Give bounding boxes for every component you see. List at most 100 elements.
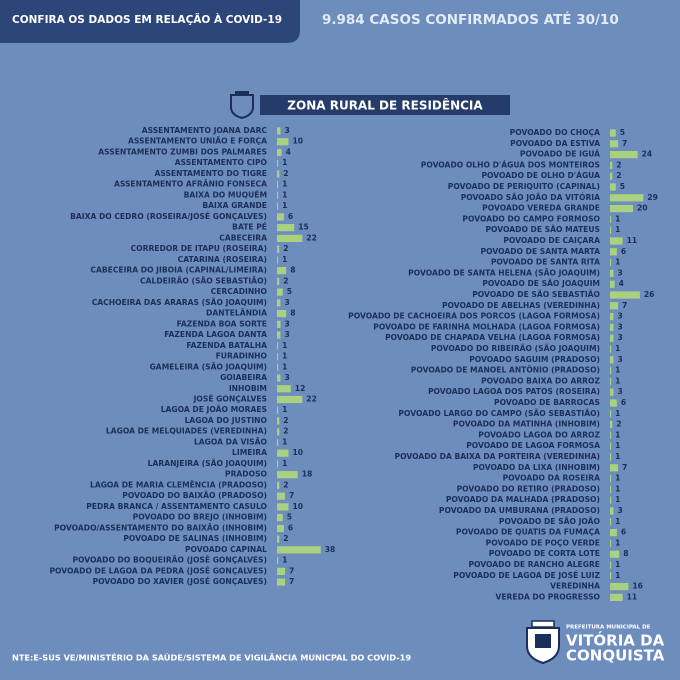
- value-label: 1: [615, 214, 620, 223]
- bar: [277, 557, 279, 565]
- category-label: POVOADO DE SANTA RITA: [491, 258, 600, 267]
- category-label: LIMEIRA: [232, 448, 267, 457]
- bar: [610, 205, 633, 213]
- value-label: 8: [623, 549, 628, 558]
- header-tab: [0, 0, 300, 43]
- value-label: 1: [282, 190, 287, 199]
- bar: [610, 302, 619, 310]
- category-label: POVOADO DE ABELHAS (VEREDINHA): [442, 301, 600, 310]
- bar: [610, 194, 644, 202]
- bar: [610, 442, 612, 450]
- value-label: 24: [642, 150, 653, 159]
- header-title: CONFIRA OS DADOS EM RELAÇÃO À COVID-19: [12, 13, 282, 26]
- bar: [277, 481, 280, 490]
- logo: [526, 620, 560, 665]
- value-label: 7: [622, 463, 627, 472]
- value-label: 2: [283, 276, 288, 285]
- bar: [610, 518, 612, 526]
- bar: [277, 181, 279, 189]
- value-label: 5: [287, 513, 292, 522]
- value-label: 10: [293, 502, 304, 511]
- value-label: 2: [283, 480, 288, 489]
- category-label: POVOADO DO CHOÇA: [510, 128, 600, 137]
- category-label: POVOADO DE CACHOEIRA DOS PORCOS (LAGOA F…: [348, 312, 600, 321]
- value-label: 3: [284, 373, 289, 382]
- bar: [277, 535, 280, 543]
- value-label: 29: [647, 193, 658, 202]
- category-label: POVOADO DO BAIXÃO (PRADOSO): [122, 491, 267, 500]
- value-label: 8: [290, 266, 295, 275]
- value-label: 2: [616, 160, 621, 169]
- value-label: 1: [282, 352, 287, 361]
- bar: [610, 259, 612, 267]
- logo-line1: PREFEITURA MUNICIPAL DE: [566, 625, 651, 631]
- bar: [610, 280, 615, 288]
- category-label: ASSENTAMENTO JOANA DARC: [142, 126, 268, 135]
- bar: [277, 267, 287, 275]
- category-label: POVOADO DE SÃO MATEUS: [485, 225, 600, 234]
- value-label: 1: [282, 405, 287, 414]
- bar: [610, 172, 613, 180]
- category-label: POVOADO DE LAGOA FORMOSA: [466, 441, 600, 450]
- bar: [610, 313, 614, 321]
- bar: [277, 234, 303, 242]
- category-label: LAGOA DE MARIA CLEMÊNCIA (PRADOSO): [90, 480, 267, 489]
- category-label: BAIXA DO CEDRO (ROSEIRA/JOSÉ GONÇALVES): [70, 212, 267, 221]
- value-label: 22: [306, 233, 317, 242]
- category-label: FURADINHO: [216, 352, 268, 361]
- bar: [277, 406, 279, 414]
- category-label: CATARINA (ROSEIRA): [178, 255, 267, 264]
- bar: [277, 256, 279, 264]
- category-label: PRADOSO: [225, 470, 268, 479]
- category-label: POVOADO OLHO D'ÁGUA DOS MONTEIROS: [421, 160, 600, 169]
- bar: [277, 524, 284, 532]
- bar: [610, 226, 612, 234]
- value-label: 3: [617, 322, 622, 331]
- bar: [277, 363, 279, 371]
- category-label: CORREDOR DE ITAPU (ROSEIRA): [131, 244, 267, 253]
- category-label: POVOADO SÃO JOÃO DA VITÓRIA: [461, 193, 600, 202]
- value-label: 1: [282, 158, 287, 167]
- value-label: 10: [293, 448, 304, 457]
- value-label: 6: [621, 528, 626, 537]
- category-label: GOIABEIRA: [220, 373, 267, 382]
- bar: [277, 503, 289, 511]
- bar: [610, 496, 612, 504]
- category-label: ASSENTAMENTO CIPÓ: [175, 158, 268, 167]
- value-label: 18: [302, 470, 313, 479]
- headline: 9.984 CASOS CONFIRMADOS ATÉ 30/10: [322, 11, 619, 28]
- category-label: INHOBIM: [229, 384, 267, 393]
- value-label: 20: [637, 204, 648, 213]
- value-label: 1: [615, 344, 620, 353]
- category-label: POVOADO DA MALHADA (PRADOSO): [446, 495, 600, 504]
- category-label: POVOADO LAGOA DOS PATOS (ROSEIRA): [428, 387, 600, 396]
- value-label: 4: [286, 147, 291, 156]
- value-label: 11: [627, 236, 638, 245]
- category-label: CABECEIRA DO JIBOIA (CAPINAL/LIMEIRA): [90, 266, 267, 275]
- bar: [610, 399, 617, 407]
- value-label: 1: [282, 437, 287, 446]
- bar: [277, 309, 287, 318]
- value-label: 6: [621, 247, 626, 256]
- category-label: POVOADO DA BAIXA DA PORTEIRA (VEREDINHA): [395, 452, 600, 461]
- value-label: 1: [615, 409, 620, 418]
- bar: [610, 323, 614, 331]
- value-label: 1: [615, 225, 620, 234]
- crest-small: [230, 91, 254, 120]
- category-label: CALDEIRÃO (SÃO SEBASTIÃO): [140, 276, 267, 285]
- value-label: 6: [288, 212, 293, 221]
- bar: [610, 129, 616, 137]
- category-label: POVOADO DE QUATIS DA FUMAÇA: [456, 528, 600, 537]
- bar: [610, 475, 612, 483]
- category-label: POVOADO DE CORTA LOTE: [489, 549, 600, 558]
- category-label: POVOADO DO RIBEIRÃO (SÃO JOAQUIM): [431, 344, 600, 353]
- category-label: ASSENTAMENTO ZUMBI DOS PALMARES: [98, 147, 267, 156]
- bar: [610, 485, 612, 493]
- value-label: 1: [615, 571, 620, 580]
- bar: [610, 529, 617, 537]
- value-label: 2: [283, 169, 288, 178]
- category-label: POVOADO DE BARROCAS: [494, 398, 600, 407]
- category-label: POVOADO LARGO DO CAMPO (SÃO SEBASTIÃO): [398, 409, 600, 418]
- value-label: 5: [620, 182, 625, 191]
- bar: [610, 583, 629, 591]
